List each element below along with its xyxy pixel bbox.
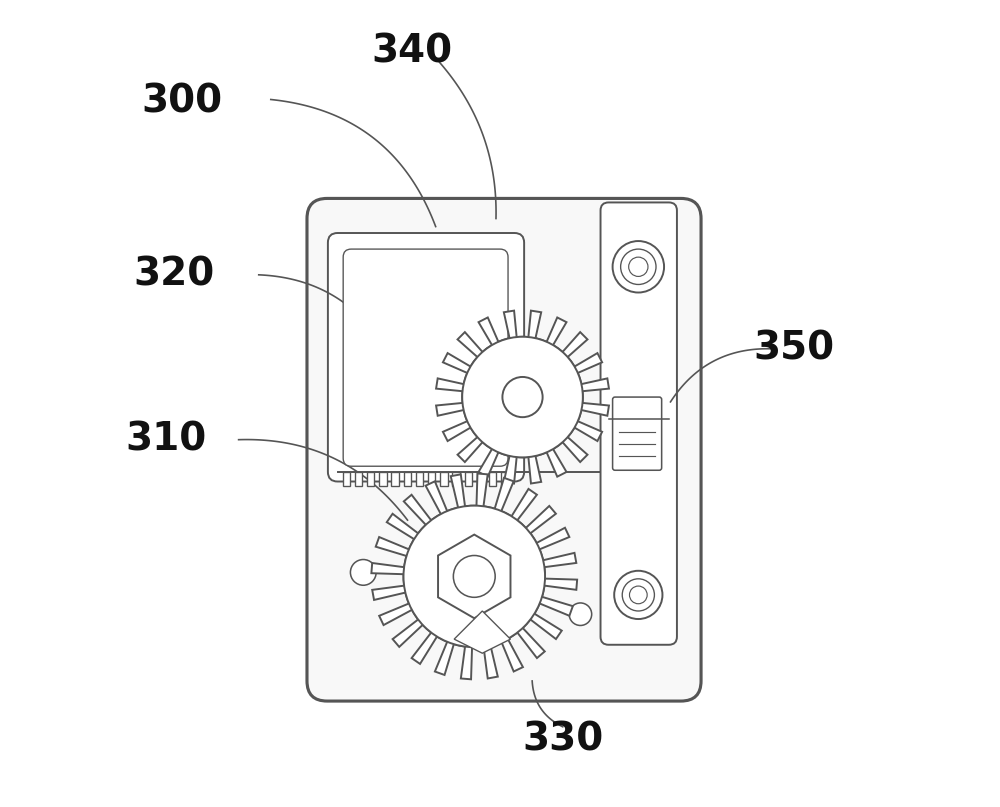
Text: 330: 330 <box>522 721 603 759</box>
Bar <box>428 472 435 487</box>
Bar <box>465 472 472 487</box>
Bar <box>404 472 411 487</box>
Text: 350: 350 <box>753 330 834 368</box>
Bar <box>355 472 362 487</box>
FancyBboxPatch shape <box>343 249 508 466</box>
FancyBboxPatch shape <box>601 203 677 645</box>
Text: 310: 310 <box>126 420 207 458</box>
Bar <box>501 472 508 487</box>
Bar <box>489 472 496 487</box>
Circle shape <box>502 377 543 417</box>
Bar <box>367 472 374 487</box>
Circle shape <box>621 249 656 285</box>
Bar <box>440 472 448 487</box>
Circle shape <box>403 506 545 647</box>
Circle shape <box>350 559 376 585</box>
Circle shape <box>613 241 664 292</box>
Bar <box>379 472 387 487</box>
Circle shape <box>622 579 654 611</box>
Circle shape <box>629 586 647 604</box>
Circle shape <box>614 571 662 619</box>
FancyBboxPatch shape <box>328 233 524 482</box>
Circle shape <box>569 603 592 625</box>
FancyBboxPatch shape <box>613 397 662 470</box>
Bar <box>416 472 423 487</box>
Bar <box>452 472 460 487</box>
Circle shape <box>453 555 495 597</box>
Bar <box>477 472 484 487</box>
Bar <box>343 472 350 487</box>
Circle shape <box>629 257 648 277</box>
Polygon shape <box>436 311 609 483</box>
Polygon shape <box>454 611 510 653</box>
Text: 320: 320 <box>134 256 215 294</box>
Text: 340: 340 <box>371 32 452 70</box>
Polygon shape <box>438 534 510 618</box>
Text: 300: 300 <box>142 83 223 121</box>
Polygon shape <box>371 474 577 679</box>
Bar <box>391 472 399 487</box>
FancyBboxPatch shape <box>307 199 701 701</box>
Circle shape <box>450 552 498 600</box>
Circle shape <box>462 337 583 458</box>
